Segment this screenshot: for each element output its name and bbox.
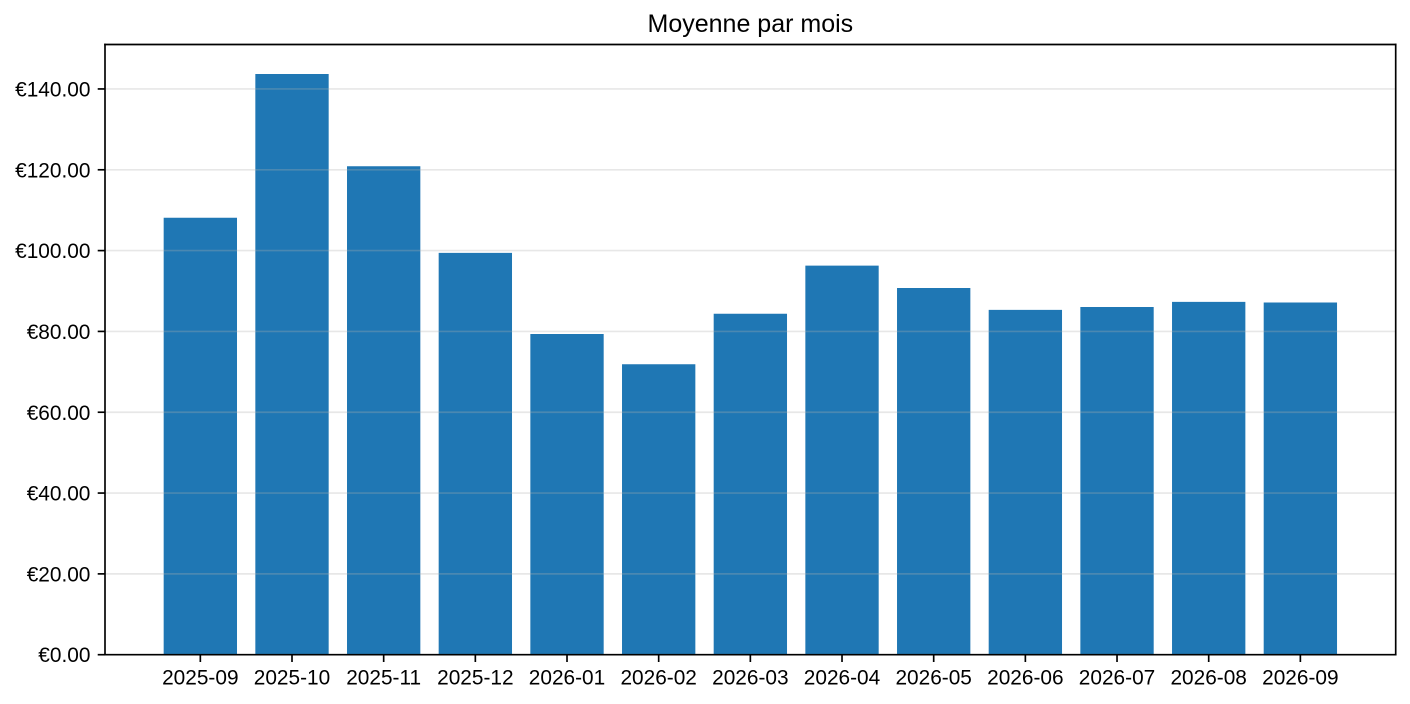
svg-text:€120.00: €120.00 <box>15 159 90 182</box>
svg-text:2026-09: 2026-09 <box>1262 666 1338 689</box>
svg-text:2026-06: 2026-06 <box>987 666 1063 689</box>
svg-text:2026-01: 2026-01 <box>529 666 605 689</box>
svg-text:€20.00: €20.00 <box>27 563 91 586</box>
svg-text:2025-09: 2025-09 <box>162 666 238 689</box>
svg-text:2026-07: 2026-07 <box>1079 666 1155 689</box>
svg-text:€0.00: €0.00 <box>38 644 90 667</box>
svg-text:2026-03: 2026-03 <box>712 666 788 689</box>
svg-text:2026-04: 2026-04 <box>804 666 880 689</box>
svg-text:€80.00: €80.00 <box>27 321 91 344</box>
svg-text:€40.00: €40.00 <box>27 483 91 506</box>
svg-text:€140.00: €140.00 <box>15 79 90 102</box>
svg-text:€60.00: €60.00 <box>27 402 91 425</box>
svg-text:€100.00: €100.00 <box>15 240 90 263</box>
svg-text:2026-08: 2026-08 <box>1170 666 1246 689</box>
svg-text:2025-11: 2025-11 <box>346 666 421 689</box>
svg-text:2025-12: 2025-12 <box>437 666 513 689</box>
svg-text:2026-05: 2026-05 <box>895 666 971 689</box>
svg-text:2026-02: 2026-02 <box>620 666 696 689</box>
svg-text:Moyenne par mois: Moyenne par mois <box>648 10 854 38</box>
svg-text:2025-10: 2025-10 <box>254 666 330 689</box>
